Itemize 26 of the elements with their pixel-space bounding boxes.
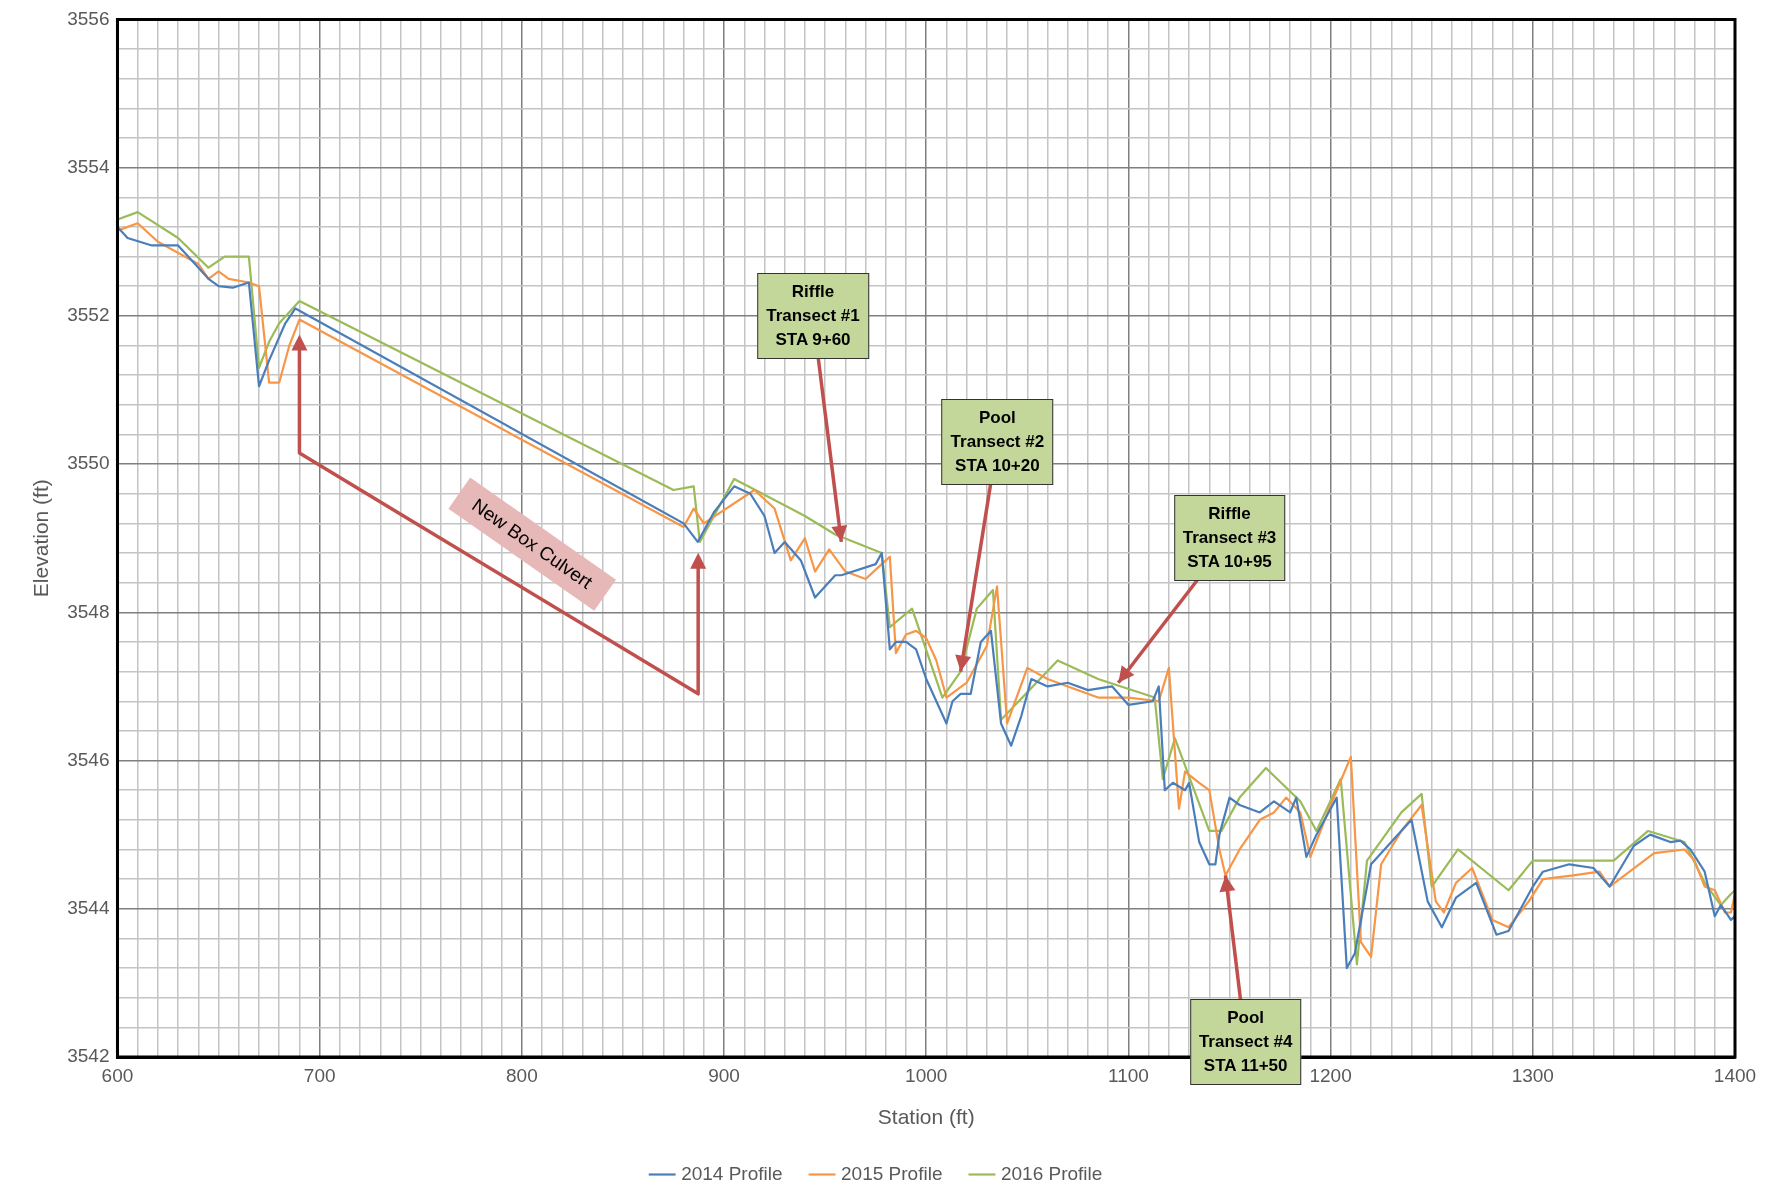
annotation: Riffle Transect #1 STA 9+60 <box>757 273 869 360</box>
annotation: Pool Transect #4 STA 11+50 <box>1189 999 1302 1086</box>
x-tick-label: 1400 <box>1713 1064 1757 1086</box>
x-tick-label: 1200 <box>1309 1064 1352 1086</box>
x-tick-label: 1100 <box>1108 1064 1149 1086</box>
y-tick-label: 3548 <box>67 600 110 622</box>
x-tick-label: 600 <box>101 1064 134 1086</box>
y-axis-title: Elevation (ft) <box>29 479 53 598</box>
annotation: Pool Transect #2 STA 10+20 <box>941 398 1054 485</box>
y-tick-label: 3544 <box>67 897 110 919</box>
x-tick-label: 800 <box>506 1064 538 1086</box>
x-axis-title: Station (ft) <box>877 1105 975 1129</box>
legend-label: 2016 Profile <box>1000 1162 1103 1184</box>
y-tick-label: 3542 <box>67 1045 110 1067</box>
annotation: Riffle Transect #3 STA 10+95 <box>1173 495 1286 582</box>
y-tick-label: 3546 <box>67 748 110 770</box>
legend-label: 2015 Profile <box>841 1162 943 1184</box>
y-tick-label: 3556 <box>67 7 110 29</box>
y-tick-label: 3554 <box>67 155 110 177</box>
x-tick-label: 900 <box>708 1064 740 1086</box>
legend-label: 2014 Profile <box>681 1162 783 1184</box>
x-tick-label: 1000 <box>905 1064 948 1086</box>
y-tick-label: 3552 <box>67 304 110 326</box>
y-tick-label: 3550 <box>67 452 110 474</box>
x-tick-label: 700 <box>303 1064 336 1086</box>
x-tick-label: 1300 <box>1511 1064 1554 1086</box>
